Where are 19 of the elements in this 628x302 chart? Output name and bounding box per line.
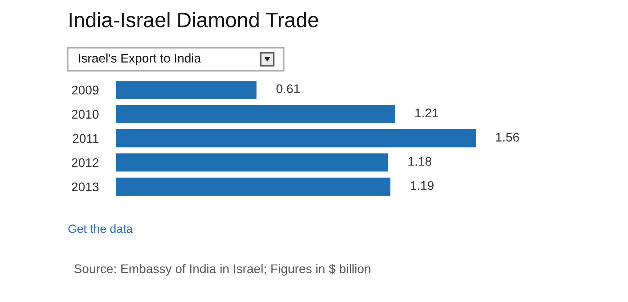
bar	[116, 154, 388, 172]
y-tick-label: 2010	[72, 110, 99, 119]
data-label: 1.21	[416, 108, 438, 118]
data-label: 0.61	[276, 84, 300, 94]
y-tick-label: 2009	[72, 86, 99, 95]
y-tick-label: 2013	[72, 182, 99, 192]
bar	[116, 105, 396, 124]
data-label: 1.18	[408, 157, 432, 166]
data-label: 1.56	[496, 133, 520, 142]
bar	[116, 178, 391, 196]
source-note: Source: Embassy of India in Israel; Figures in $ billion	[74, 264, 371, 276]
data-label: 1.19	[411, 181, 434, 190]
chart-title: India-Israel Diamond Trade	[70, 12, 318, 28]
text: Get the data	[68, 224, 133, 234]
bar	[116, 129, 476, 148]
bar	[116, 81, 257, 100]
y-tick-label: 2011	[73, 134, 99, 144]
chart-subtitle: Israel's Export to India	[79, 54, 202, 66]
y-tick-label: 2012	[72, 158, 99, 168]
